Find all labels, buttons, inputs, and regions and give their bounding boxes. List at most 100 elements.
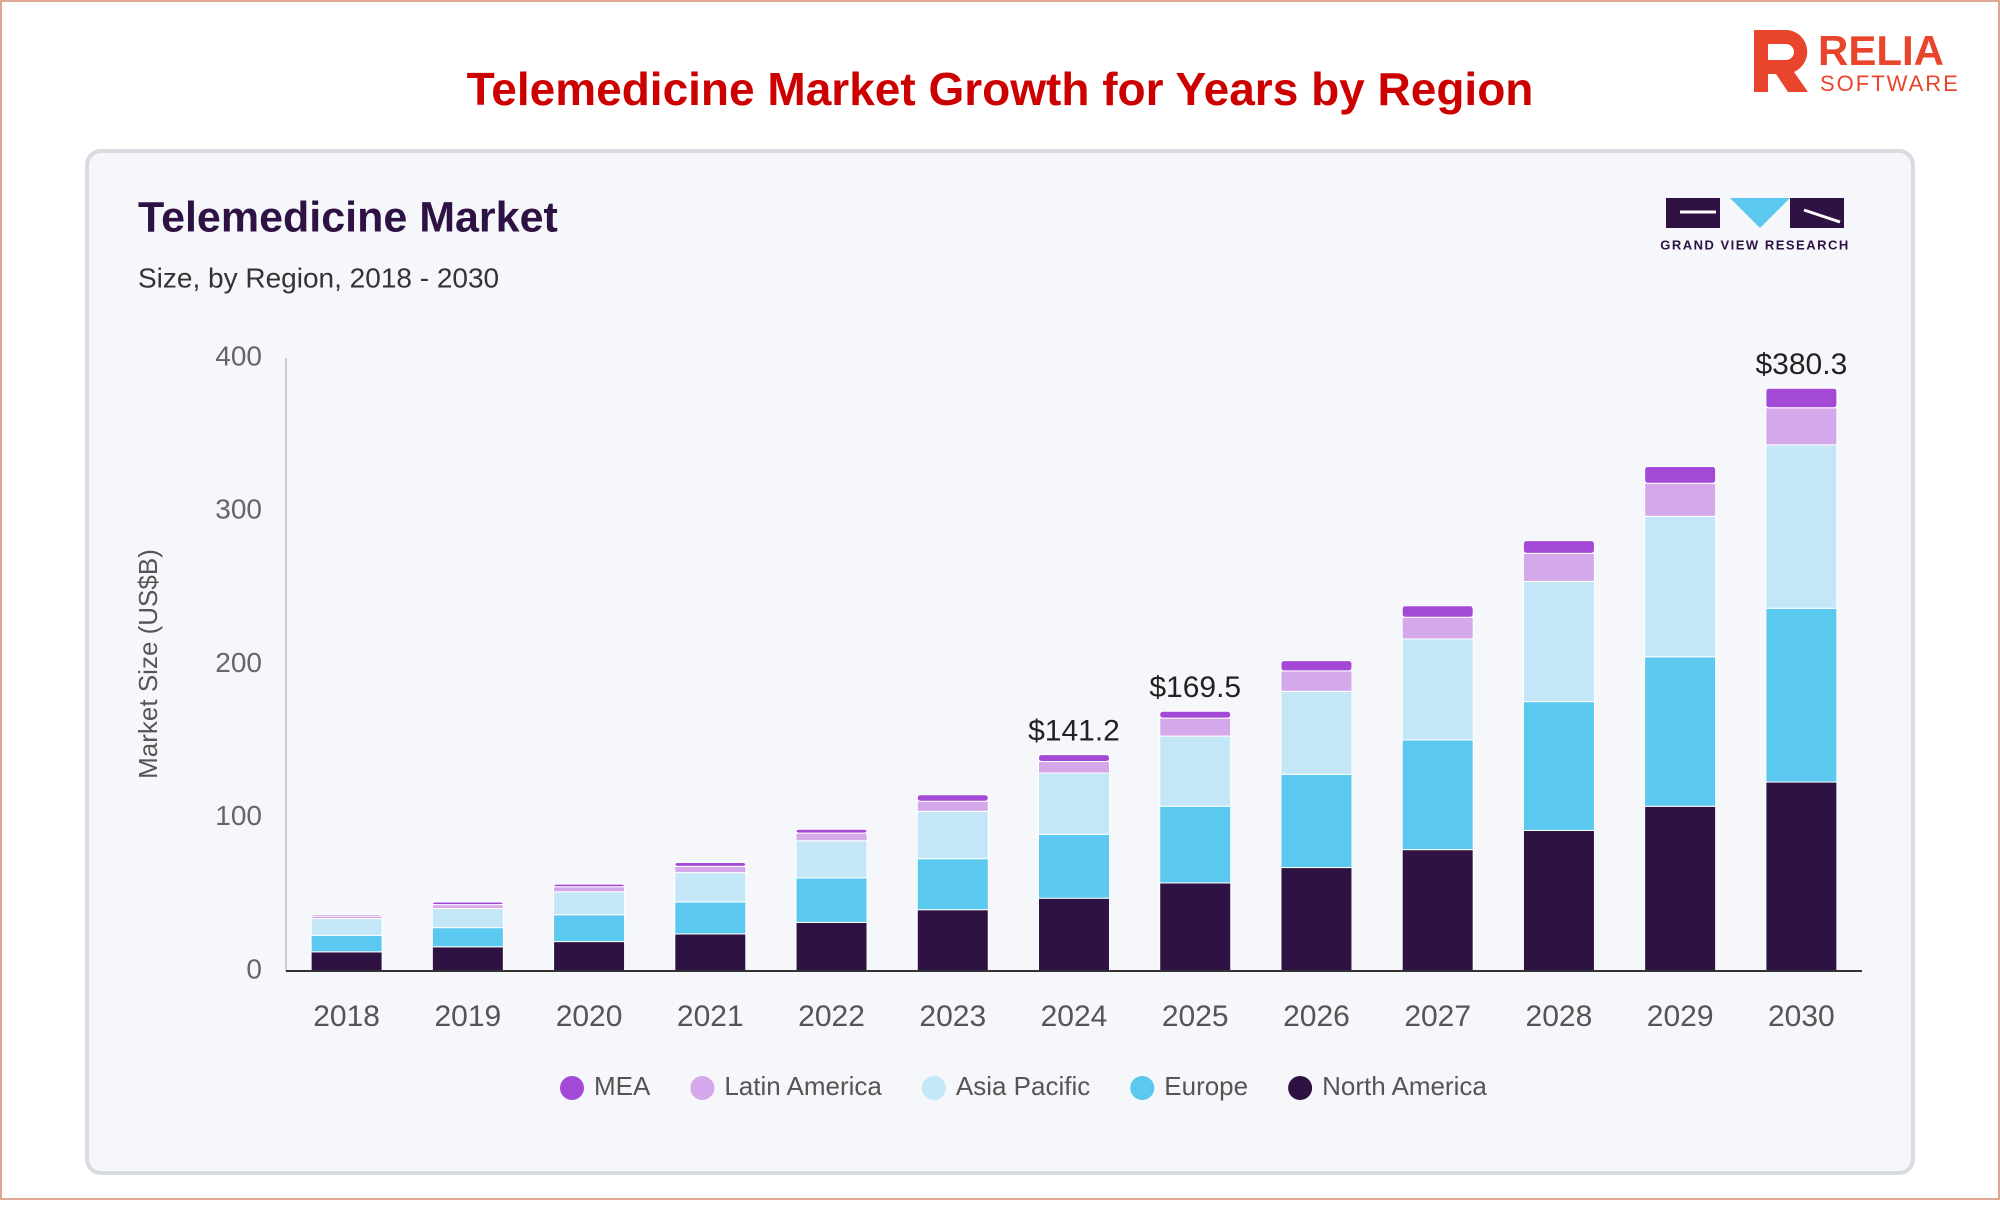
bar-segment	[1522, 701, 1595, 831]
bar-segment	[431, 907, 504, 929]
bar-segment	[310, 918, 383, 936]
bar-segment	[1765, 607, 1838, 783]
bar-segment	[1765, 781, 1838, 972]
bar-segment	[431, 927, 504, 948]
bar-segment	[1280, 670, 1353, 692]
bar-segment	[1401, 616, 1474, 640]
bar-segment	[1765, 407, 1838, 446]
x-tick-label: 2019	[434, 1000, 501, 1033]
x-tick-label: 2028	[1526, 1000, 1593, 1033]
legend-label: North America	[1322, 1071, 1487, 1101]
bar-segment	[1159, 710, 1232, 719]
source-logo: GRAND VIEW RESEARCH	[1660, 198, 1850, 252]
bar-segment	[1644, 656, 1717, 807]
bar-segment	[1644, 466, 1717, 484]
bar-segment	[1522, 540, 1595, 554]
legend-swatch	[690, 1076, 715, 1100]
bar-segment	[1038, 754, 1110, 763]
bar-segment	[1280, 660, 1353, 672]
bar-segment	[674, 861, 747, 867]
bar-segment	[1644, 482, 1717, 517]
bar-segment	[795, 877, 868, 923]
logo-name: RELIA	[1818, 27, 1944, 74]
x-tick-label: 2029	[1647, 1000, 1714, 1033]
bar-segment	[795, 921, 868, 972]
bar-segment	[916, 858, 989, 911]
x-tick-label: 2025	[1162, 1000, 1229, 1033]
page-title: Telemedicine Market Growth for Years by …	[467, 63, 1534, 115]
bar-segment	[1038, 897, 1110, 972]
legend-swatch	[921, 1076, 946, 1100]
bar-segment	[1765, 444, 1838, 609]
bar-segment	[795, 828, 868, 834]
x-tick-label: 2018	[313, 1000, 380, 1033]
legend-label: Europe	[1164, 1071, 1248, 1101]
legend-swatch	[1288, 1076, 1313, 1100]
bar-segment	[1159, 805, 1232, 884]
bar-segment	[1280, 867, 1353, 972]
bar-segment	[553, 914, 626, 943]
bar-segment	[553, 891, 626, 916]
x-tick-label: 2021	[677, 1000, 744, 1033]
source-logo-text: GRAND VIEW RESEARCH	[1660, 237, 1850, 252]
bar-segment	[1401, 605, 1474, 618]
x-tick-label: 2027	[1404, 1000, 1471, 1033]
bar-segment	[1644, 515, 1717, 658]
y-tick-label: 100	[215, 800, 262, 831]
legend-label: MEA	[594, 1071, 651, 1101]
bar-segment	[553, 883, 626, 888]
bar-segment	[310, 914, 383, 917]
bar-segment	[1038, 761, 1110, 774]
total-label: $169.5	[1149, 671, 1241, 704]
x-tick-label: 2020	[556, 1000, 623, 1033]
y-tick-label: 0	[246, 953, 262, 984]
bar-segment	[674, 933, 747, 972]
bar-segment	[1401, 638, 1474, 741]
bar-segment	[1765, 387, 1838, 409]
legend-label: Asia Pacific	[956, 1071, 1090, 1101]
bar-segment	[1644, 805, 1717, 972]
x-tick-label: 2024	[1041, 1000, 1108, 1033]
legend-swatch	[560, 1076, 584, 1100]
bar-segment	[1038, 772, 1110, 835]
total-label: $141.2	[1028, 715, 1120, 748]
bar-segment	[431, 904, 504, 909]
bar-segment	[553, 886, 626, 893]
relia-logo: RELIA SOFTWARE	[1754, 27, 1960, 96]
bar-segment	[431, 901, 504, 906]
x-tick-label: 2022	[798, 1000, 865, 1033]
bar-segment	[1159, 717, 1232, 737]
bar-segment	[1159, 735, 1232, 807]
bar-segment	[1280, 690, 1353, 775]
y-axis-label: Market Size (US$B)	[133, 549, 163, 779]
y-tick-label: 300	[215, 494, 262, 525]
bar-segment	[1522, 580, 1595, 703]
bar-segment	[1401, 739, 1474, 851]
bar-segment	[1522, 829, 1595, 972]
bar-segment	[674, 865, 747, 874]
y-tick-label: 200	[215, 647, 262, 678]
x-tick-label: 2030	[1768, 1000, 1835, 1033]
total-label: $380.3	[1756, 348, 1848, 381]
bar-segment	[916, 909, 989, 972]
y-tick-label: 400	[215, 340, 262, 371]
chart-subtitle: Size, by Region, 2018 - 2030	[138, 262, 499, 293]
bar-segment	[916, 794, 989, 802]
legend-swatch	[1130, 1076, 1155, 1100]
bar-segment	[1401, 849, 1474, 972]
bar-segment	[431, 946, 504, 972]
bar-segment	[674, 901, 747, 935]
x-tick-label: 2023	[919, 1000, 986, 1033]
bar-segment	[795, 840, 868, 879]
bar-segment	[310, 934, 383, 953]
logo-tagline: SOFTWARE	[1820, 71, 1960, 96]
bar-segment	[674, 872, 747, 903]
bar-segment	[916, 810, 989, 860]
bar-segment	[553, 941, 626, 972]
bar-segment	[916, 800, 989, 812]
bar-segment	[1038, 833, 1110, 899]
bar-segment	[1280, 773, 1353, 869]
bar-segment	[1522, 552, 1595, 582]
